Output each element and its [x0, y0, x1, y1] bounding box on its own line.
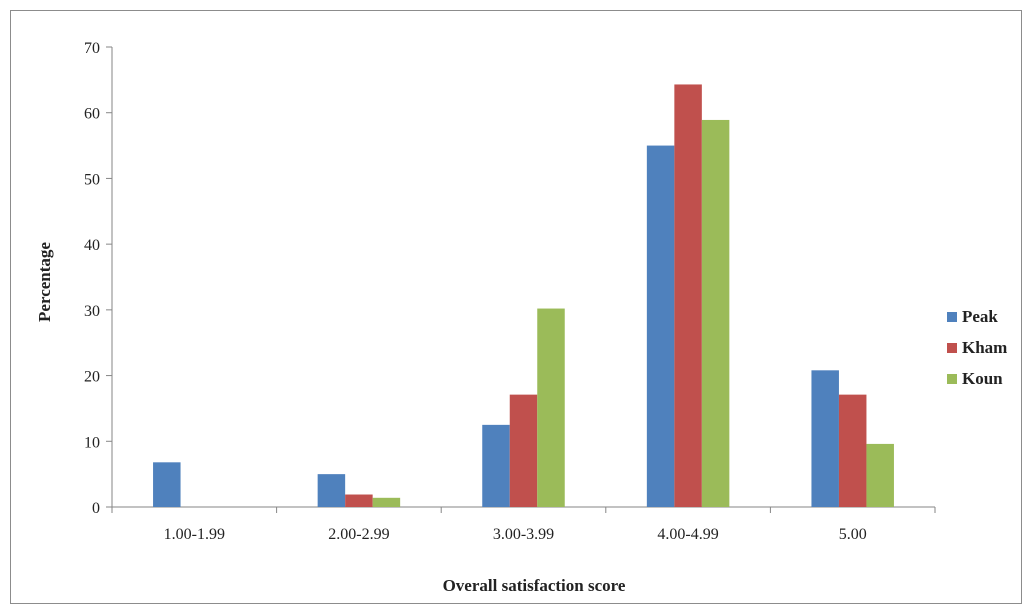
legend-swatch-kham	[947, 343, 957, 353]
bar-koun	[537, 308, 565, 507]
bar-peak	[153, 462, 181, 507]
bar-peak	[811, 370, 839, 507]
x-tick-label: 1.00-1.99	[164, 526, 225, 543]
bar-kham	[345, 494, 373, 507]
legend-swatch-peak	[947, 312, 957, 322]
bar-koun	[372, 497, 401, 507]
y-tick-label: 10	[84, 434, 100, 451]
y-tick-label: 60	[84, 106, 100, 123]
bar-kham	[509, 394, 538, 507]
x-axis-title: Overall satisfaction score	[443, 576, 626, 595]
x-tick-label: 5.00	[839, 526, 867, 543]
x-tick-label: 3.00-3.99	[493, 526, 554, 543]
bar-koun	[701, 119, 730, 507]
y-axis-title: Percentage	[35, 242, 54, 322]
y-tick-label: 70	[84, 40, 100, 57]
axes: 0 10 20 30 40 50 60 70 1.00-1.99 2.00-2.99 3.00-3.…	[84, 40, 936, 543]
x-tick-label: 2.00-2.99	[328, 526, 389, 543]
bar-peak	[646, 145, 675, 508]
y-tick-label: 30	[84, 303, 100, 320]
legend-swatch-koun	[947, 374, 957, 384]
legend: Peak Kham Koun	[947, 307, 1007, 388]
y-tick-label: 0	[92, 500, 100, 517]
legend-label-kham: Kham	[962, 338, 1007, 357]
y-tick-label: 40	[84, 237, 100, 254]
bar-kham	[674, 84, 702, 507]
bar-peak	[482, 424, 510, 507]
y-tick-label: 50	[84, 171, 100, 188]
legend-label-koun: Koun	[962, 369, 1003, 388]
x-tick-label: 4.00-4.99	[657, 526, 718, 543]
legend-label-peak: Peak	[962, 307, 998, 326]
y-tick-label: 20	[84, 369, 100, 386]
axis-labels: Overall satisfaction score Percentage	[35, 242, 626, 595]
bar-koun	[866, 443, 894, 507]
bar-kham	[838, 394, 867, 507]
bar-peak	[317, 474, 346, 507]
bars	[153, 84, 894, 508]
